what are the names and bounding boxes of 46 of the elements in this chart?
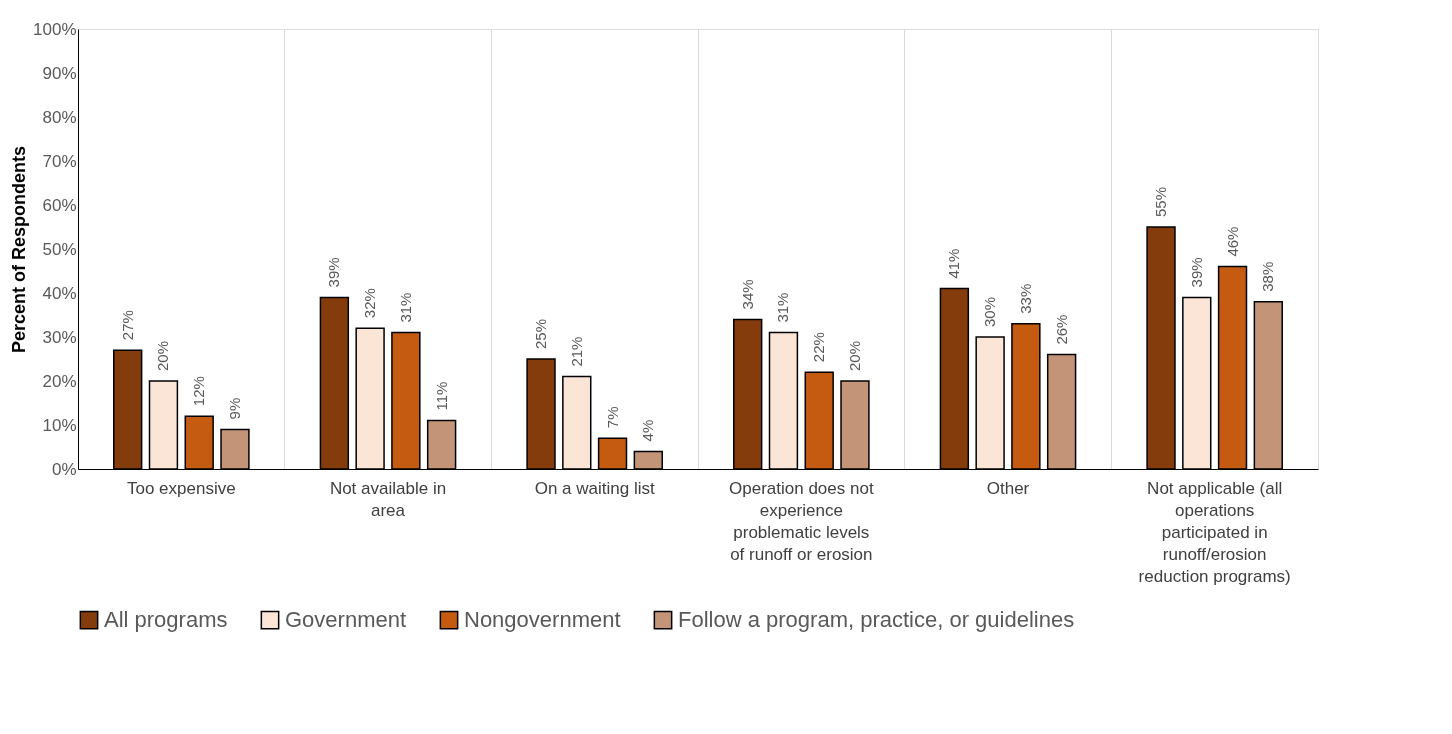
x-tick-label: Other (986, 479, 1030, 498)
data-label: 25% (532, 318, 550, 349)
data-label: 41% (945, 248, 963, 279)
x-tick-label: Operation does not experience problematic levels of runoff or erosion (729, 479, 874, 564)
y-tick-label: 90% (42, 63, 77, 83)
x-tick-label: Not applicable (all operations participated in runoff/erosion reduction programs) (1138, 479, 1291, 586)
data-label: 21% (567, 336, 585, 367)
y-axis-title: Percent of Respondents (9, 145, 30, 354)
data-label: 31% (396, 292, 414, 323)
y-tick-label: 0% (51, 459, 77, 479)
data-label: 12% (190, 376, 208, 407)
data-label: 11% (432, 381, 450, 411)
data-label: 7% (603, 406, 621, 429)
y-tick-label: 20% (42, 371, 77, 391)
data-label: 38% (1259, 261, 1277, 292)
data-label: 39% (1187, 257, 1205, 288)
data-label: 30% (981, 296, 999, 327)
data-label: 39% (325, 257, 343, 288)
data-label: 55% (1152, 186, 1170, 217)
data-label: 22% (810, 332, 828, 363)
legend-label: All programs (104, 607, 228, 633)
y-tick-label: 70% (42, 151, 77, 171)
data-label: 33% (1016, 283, 1034, 314)
legend-label: Nongovernment (464, 607, 621, 633)
data-label: 27% (118, 310, 136, 341)
x-tick-label: Too expensive (126, 479, 236, 498)
data-label: 4% (639, 419, 657, 442)
data-label: 31% (774, 292, 792, 323)
data-label: 46% (1223, 226, 1241, 257)
legend-label: Government (285, 607, 407, 633)
y-tick-label: 80% (42, 107, 77, 127)
y-tick-label: 40% (42, 283, 77, 303)
y-tick-label: 50% (42, 239, 77, 259)
data-label: 20% (154, 340, 172, 371)
legend-label: Follow a program, practice, or guidelines (678, 607, 1075, 633)
y-tick-label: 60% (42, 195, 77, 215)
x-tick-label: Not available in area (329, 479, 447, 520)
data-label: 32% (361, 288, 379, 319)
data-label: 34% (738, 279, 756, 310)
data-label: 20% (845, 340, 863, 371)
data-label: 26% (1052, 314, 1070, 345)
y-tick-label: 100% (33, 19, 77, 39)
y-tick-label: 30% (42, 327, 77, 347)
data-label: 9% (225, 397, 243, 420)
x-tick-label: On a waiting list (534, 479, 655, 498)
y-tick-label: 10% (42, 415, 77, 435)
